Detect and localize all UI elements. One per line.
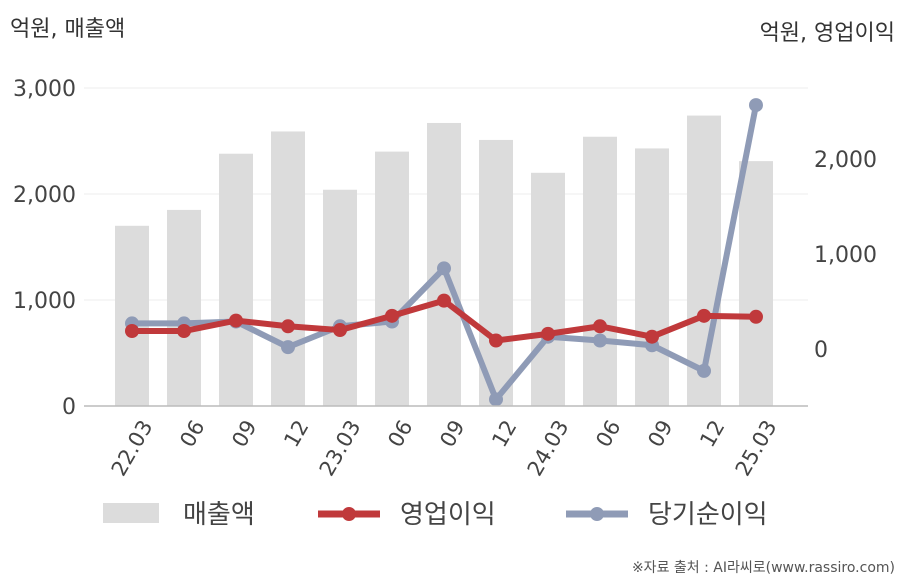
point-operating-profit — [385, 308, 399, 323]
point-operating-profit — [489, 333, 503, 348]
legend-label-revenue: 매출액 — [183, 500, 255, 530]
point-operating-profit — [229, 313, 243, 328]
legend-marker-net-income — [590, 507, 604, 521]
point-operating-profit — [593, 319, 607, 334]
right-tick-label: 1,000 — [814, 243, 877, 268]
bar-revenue — [739, 161, 773, 406]
x-tick-label: 09 — [227, 416, 261, 451]
x-tick-label: 25.03 — [731, 416, 782, 480]
legend-label-operating-profit: 영업이익 — [400, 500, 496, 530]
point-operating-profit — [281, 319, 295, 334]
bar-revenue — [271, 131, 305, 406]
left-axis-unit: 억원, 매출액 — [10, 17, 125, 42]
left-tick-label: 2,000 — [13, 183, 76, 208]
left-tick-label: 0 — [62, 395, 76, 420]
x-tick-label: 22.03 — [107, 416, 158, 480]
bar-revenue — [323, 189, 357, 406]
source-note: ※자료 출처 : AI라씨로(www.rassiro.com) — [632, 560, 895, 576]
right-axis-ticks: 0 1,000 2,000 — [814, 148, 877, 363]
point-operating-profit — [177, 324, 191, 339]
legend-marker-operating-profit — [342, 507, 356, 521]
point-net-income — [437, 261, 451, 276]
x-tick-label: 06 — [383, 416, 417, 451]
line-series — [125, 98, 763, 407]
left-tick-label: 1,000 — [13, 289, 76, 314]
left-axis-ticks: 0 1,000 2,000 3,000 — [13, 77, 76, 420]
bar-series — [115, 115, 773, 407]
point-operating-profit — [437, 293, 451, 308]
point-net-income — [697, 363, 711, 378]
point-operating-profit — [125, 324, 139, 339]
point-net-income — [749, 98, 763, 113]
x-tick-label: 23.03 — [315, 416, 366, 480]
x-tick-label: 06 — [591, 416, 625, 451]
legend-label-net-income: 당기순이익 — [648, 500, 768, 530]
x-tick-label: 09 — [435, 416, 469, 451]
bar-revenue — [375, 151, 409, 406]
x-tick-label: 12 — [279, 416, 313, 451]
x-axis-ticks: 22.03 06 09 12 23.03 06 09 12 24.03 06 09 12 25.03 — [107, 416, 782, 480]
bar-revenue — [531, 172, 565, 406]
point-operating-profit — [697, 308, 711, 323]
x-tick-label: 12 — [487, 416, 521, 451]
bar-revenue — [167, 209, 201, 406]
x-tick-label: 09 — [643, 416, 677, 451]
bar-revenue — [219, 153, 253, 406]
bar-revenue — [635, 148, 669, 407]
x-tick-label: 12 — [695, 416, 729, 451]
legend-swatch-revenue — [103, 503, 159, 523]
point-net-income — [593, 333, 607, 348]
x-tick-label: 24.03 — [523, 416, 574, 480]
x-tick-label: 06 — [175, 416, 209, 451]
bar-revenue — [479, 139, 513, 406]
bar-revenue — [115, 225, 149, 406]
point-operating-profit — [333, 323, 347, 338]
point-net-income — [281, 340, 295, 355]
right-tick-label: 0 — [814, 338, 828, 363]
right-tick-label: 2,000 — [814, 148, 877, 173]
point-operating-profit — [645, 329, 659, 344]
left-tick-label: 3,000 — [13, 77, 76, 102]
point-operating-profit — [749, 309, 763, 324]
point-operating-profit — [541, 326, 555, 341]
legend: 매출액 영업이익 당기순이익 — [103, 500, 768, 530]
point-net-income — [489, 392, 503, 407]
right-axis-unit: 억원, 영업이익 — [760, 21, 895, 46]
bar-revenue — [583, 136, 617, 406]
